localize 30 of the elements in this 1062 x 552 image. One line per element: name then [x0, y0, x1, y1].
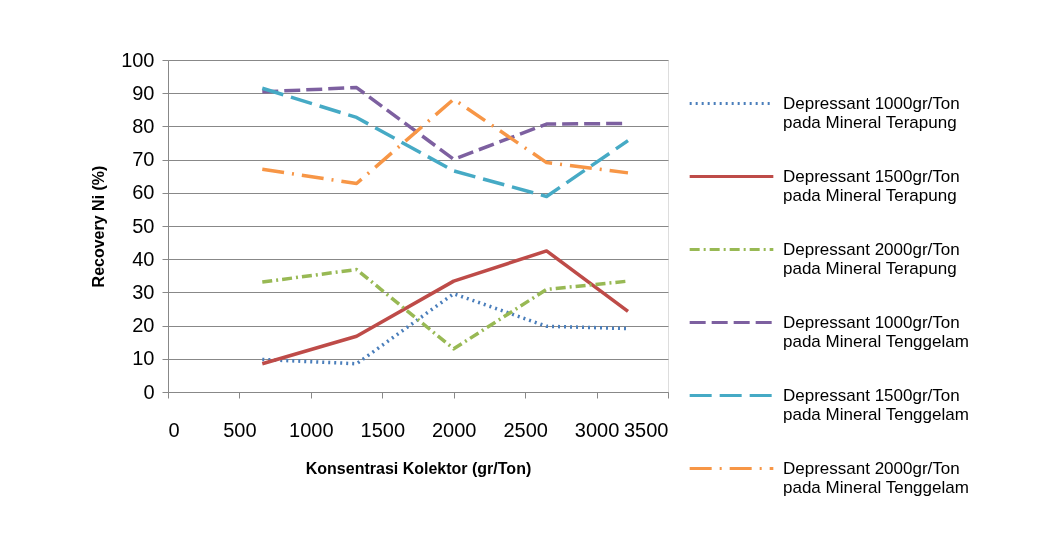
x-tick-label: 2500: [503, 418, 548, 441]
y-tick-label: 90: [132, 81, 155, 104]
y-tick-label: 100: [121, 48, 155, 71]
legend-label: Depressant 1500gr/Ton pada Mineral Terapung: [783, 166, 960, 205]
y-tick-label: 20: [132, 314, 155, 337]
line-series: [260, 97, 630, 186]
y-tick-label: 40: [132, 247, 155, 270]
x-tick-label: 3000: [574, 418, 620, 441]
y-tick-label: 0: [143, 380, 155, 403]
y-tick-label: 70: [132, 148, 155, 171]
legend-label: Depressant 1500gr/Ton pada Mineral Tenggelam: [783, 385, 969, 424]
line-series: [260, 86, 630, 199]
legend-label: Depressant 2000gr/Ton pada Mineral Tenggelam: [783, 458, 969, 497]
y-tick-label: 50: [132, 214, 155, 237]
y-tick-label: 30: [132, 280, 155, 303]
x-tick-label: 1500: [360, 418, 406, 441]
legend-label: Depressant 1000gr/Ton pada Mineral Terapung: [783, 93, 960, 132]
x-tick-label: 1000: [289, 418, 334, 441]
y-tick-label: 60: [132, 181, 155, 204]
x-tick-label: 2000: [431, 418, 477, 441]
legend-label: Depressant 2000gr/Ton pada Mineral Terapung: [783, 239, 960, 278]
y-tick-label: 10: [132, 347, 155, 370]
x-axis-title: Konsentrasi Kolektor (gr/Ton): [305, 459, 532, 477]
legend-label: Depressant 1000gr/Ton pada Mineral Tenggelam: [783, 312, 969, 351]
x-tick-label: 3500: [624, 418, 669, 441]
x-tick-label: 0: [168, 418, 180, 441]
line-series: [260, 249, 630, 366]
y-axis-title: Recovery Ni (%): [90, 165, 108, 288]
x-tick-label: 500: [223, 418, 257, 441]
y-tick-label: 80: [132, 114, 155, 137]
